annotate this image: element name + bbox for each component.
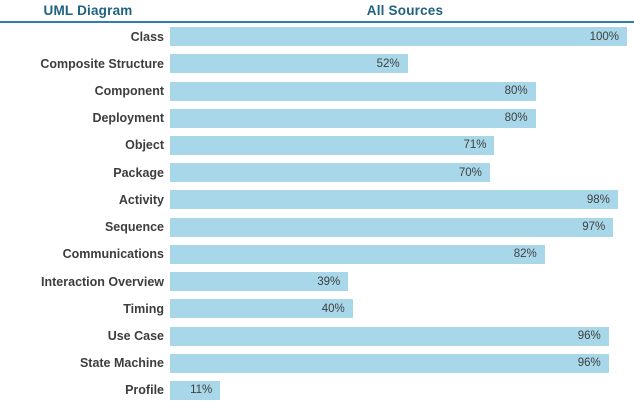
value-label: 97%	[582, 221, 606, 234]
chart-header: UML Diagram All Sources	[0, 0, 634, 23]
bar-row: Timing 40%	[0, 295, 634, 322]
bar: 40%	[170, 299, 353, 319]
value-label: 80%	[504, 112, 528, 125]
bar-row: Class 100%	[0, 23, 634, 50]
bar: 82%	[170, 244, 545, 264]
bar-row: State Machine 96%	[0, 350, 634, 377]
bar-area: 80%	[170, 81, 627, 101]
value-label: 96%	[577, 357, 601, 370]
bar: 80%	[170, 81, 536, 101]
category-label: Interaction Overview	[41, 274, 164, 289]
category-label: Object	[125, 138, 164, 153]
bar-area: 96%	[170, 326, 627, 346]
column-header-all-sources: All Sources	[366, 3, 444, 18]
bar-area: 100%	[170, 27, 627, 47]
bar: 96%	[170, 326, 609, 346]
bar-row: Use Case 96%	[0, 322, 634, 349]
bar-area: 39%	[170, 272, 627, 292]
category-label: State Machine	[79, 356, 164, 371]
bar-row: Package 70%	[0, 159, 634, 186]
column-header-uml-diagram: UML Diagram	[43, 3, 133, 18]
value-label: 100%	[589, 30, 619, 43]
category-label: Class	[130, 29, 164, 44]
bar-row: Component 80%	[0, 77, 634, 104]
category-label: Timing	[123, 301, 164, 316]
category-label: Activity	[118, 192, 164, 207]
bar-area: 52%	[170, 54, 627, 74]
bar-area: 82%	[170, 244, 627, 264]
value-label: 82%	[513, 248, 537, 261]
value-label: 70%	[458, 166, 482, 179]
bar-area: 40%	[170, 299, 627, 319]
bar: 71%	[170, 135, 495, 155]
bar-area: 96%	[170, 353, 627, 373]
bar-rows-container: Class 100% Composite Structure 52% Component…	[0, 23, 634, 404]
bar-area: 97%	[170, 217, 627, 237]
category-label: Sequence	[104, 220, 164, 235]
bar-area: 70%	[170, 163, 627, 183]
value-label: 98%	[586, 193, 610, 206]
value-label: 40%	[321, 302, 345, 315]
bar: 97%	[170, 217, 614, 237]
bar-row: Profile 11%	[0, 377, 634, 404]
value-label: 80%	[504, 85, 528, 98]
bar: 96%	[170, 353, 609, 373]
bar: 39%	[170, 272, 349, 292]
bar-area: 11%	[170, 380, 627, 400]
value-label: 71%	[463, 139, 487, 152]
value-label: 52%	[376, 57, 400, 70]
bar: 80%	[170, 108, 536, 128]
bar-area: 71%	[170, 135, 627, 155]
bar-row: Activity 98%	[0, 186, 634, 213]
bar-row: Composite Structure 52%	[0, 50, 634, 77]
category-label: Communications	[62, 247, 164, 262]
bar: 70%	[170, 163, 490, 183]
category-label: Profile	[125, 383, 164, 398]
bar: 100%	[170, 27, 627, 47]
value-label: 96%	[577, 330, 601, 343]
category-label: Use Case	[107, 329, 164, 344]
category-label: Composite Structure	[40, 56, 164, 71]
bar-row: Sequence 97%	[0, 214, 634, 241]
category-label: Package	[113, 165, 164, 180]
value-label: 39%	[317, 275, 341, 288]
value-label: 11%	[190, 384, 213, 397]
bar-row: Interaction Overview 39%	[0, 268, 634, 295]
bar-row: Communications 82%	[0, 241, 634, 268]
category-label: Deployment	[92, 111, 164, 126]
category-label: Component	[94, 84, 164, 99]
bar-row: Deployment 80%	[0, 105, 634, 132]
bar-area: 80%	[170, 108, 627, 128]
bar: 52%	[170, 54, 408, 74]
bar: 98%	[170, 190, 618, 210]
bar: 11%	[170, 380, 221, 400]
bar-row: Object 71%	[0, 132, 634, 159]
bar-area: 98%	[170, 190, 627, 210]
